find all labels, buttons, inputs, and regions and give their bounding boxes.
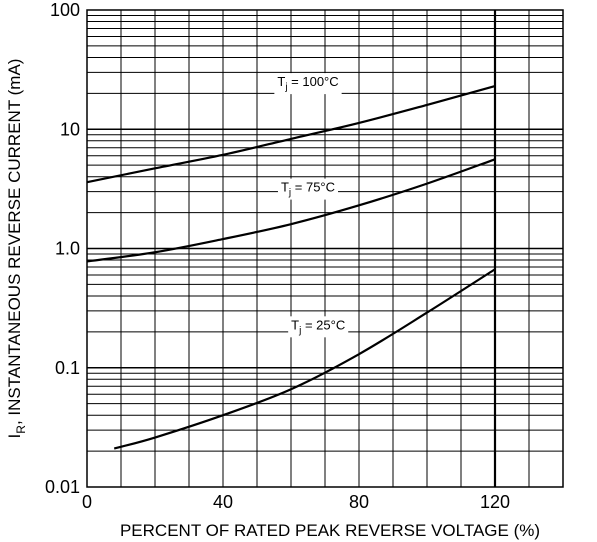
y-tick-label: 0.1 bbox=[55, 358, 80, 378]
x-tick-label: 0 bbox=[82, 492, 92, 512]
y-tick-label: 0.01 bbox=[45, 477, 80, 497]
series-label-0: Tj = 100°C bbox=[277, 74, 338, 93]
series-label-main: T bbox=[277, 74, 285, 89]
y-tick-label: 1.0 bbox=[55, 239, 80, 259]
series-label-rest: = 100°C bbox=[288, 74, 339, 89]
series-curve-1 bbox=[86, 158, 496, 263]
x-tick-label: 120 bbox=[480, 492, 510, 512]
series-label-bg-1 bbox=[277, 178, 339, 200]
series-label-sub: j bbox=[288, 188, 291, 199]
curves: Tj = 100°CTj = 75°CTj = 25°C bbox=[86, 10, 497, 487]
y-axis-title-rest: , INSTANTANEOUS REVERSE CURRENT (mA) bbox=[5, 59, 24, 425]
series-label-rest: = 75°C bbox=[291, 180, 335, 195]
series-curve-2 bbox=[113, 268, 496, 450]
series-label-rest: = 25°C bbox=[301, 317, 345, 332]
x-tick-label: 40 bbox=[213, 492, 233, 512]
series-label-main: T bbox=[291, 317, 299, 332]
series-curve-0 bbox=[86, 85, 496, 184]
x-axis-title: PERCENT OF RATED PEAK REVERSE VOLTAGE (%… bbox=[120, 521, 540, 540]
series-label-sub: j bbox=[298, 325, 301, 336]
tick-labels: 0 40 80 120 100 10 1.0 0.1 0.01 bbox=[45, 0, 510, 512]
plot-frame bbox=[86, 9, 564, 488]
series-label-bg-0 bbox=[274, 73, 342, 95]
series-label-sub: j bbox=[284, 82, 287, 93]
y-axis-title: IR, INSTANTANEOUS REVERSE CURRENT (mA) bbox=[5, 59, 28, 439]
series-label-2: Tj = 25°C bbox=[291, 317, 345, 336]
series-label-1: Tj = 75°C bbox=[281, 180, 335, 199]
x-tick-label: 80 bbox=[349, 492, 369, 512]
series-label-bg-2 bbox=[288, 316, 349, 338]
series-label-main: T bbox=[281, 180, 289, 195]
y-axis-title-sub: R bbox=[14, 425, 28, 434]
y-tick-label: 100 bbox=[50, 0, 80, 20]
y-axis-title-main: I bbox=[5, 434, 24, 439]
y-tick-label: 10 bbox=[60, 119, 80, 139]
